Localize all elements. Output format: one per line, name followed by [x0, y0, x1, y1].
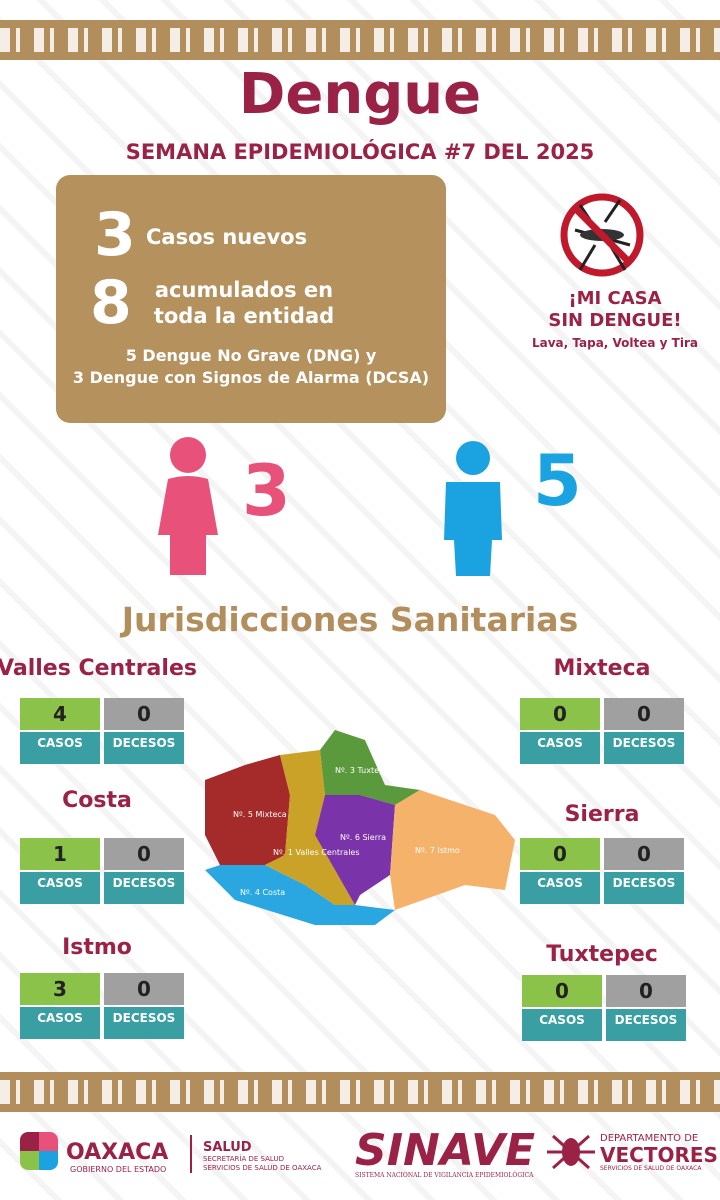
- jurisdiction-box: 3 0 CASOS DECESOS: [20, 973, 186, 1039]
- accumulated-label: acumulados en toda la entidad: [146, 277, 342, 329]
- footer-sinave-sub: SISTEMA NACIONAL DE VIGILANCIA EPIDEMIOL…: [355, 1172, 534, 1179]
- deaths-label: DECESOS: [604, 872, 684, 904]
- map-label: Nº. 3 Tuxtepec: [335, 766, 393, 775]
- divider: [190, 1135, 192, 1173]
- detail: 5 Dengue No Grave (DNG) y 3 Dengue con S…: [56, 345, 446, 389]
- cases-value: 4: [20, 698, 100, 730]
- footer-dept-sub: SERVICIOS DE SALUD DE OAXACA: [600, 1165, 702, 1172]
- detail-line: 5 Dengue No Grave (DNG) y: [125, 346, 377, 365]
- region-valles: [265, 750, 355, 905]
- cases-label: CASOS: [520, 872, 600, 904]
- deaths-value: 0: [604, 698, 684, 730]
- footer-salud-sub: SERVICIOS DE SALUD DE OAXACA: [203, 1164, 322, 1172]
- jurisdiction-box: 4 0 CASOS DECESOS: [20, 698, 186, 764]
- subtitle: SEMANA EPIDEMIOLÓGICA #7 DEL 2025: [125, 140, 595, 164]
- region-tuxtepec: [320, 730, 420, 805]
- deaths-label: DECESOS: [104, 872, 184, 904]
- new-cases: 3: [94, 200, 136, 270]
- deaths-value: 0: [104, 698, 184, 730]
- campaign-line: SIN DENGUE!: [548, 310, 682, 331]
- jurisdiction-name: Valles Centrales: [0, 656, 197, 681]
- deaths-value: 0: [604, 838, 684, 870]
- deaths-label: DECESOS: [606, 1009, 686, 1041]
- footer-dept-name: VECTORES: [600, 1143, 718, 1167]
- map-label: Nº. 4 Costa: [240, 888, 285, 897]
- deaths-value: 0: [104, 973, 184, 1005]
- bottom-band: [0, 1072, 720, 1112]
- deaths-value: 0: [606, 975, 686, 1007]
- woman-icon: [158, 437, 218, 575]
- region-mixteca: [205, 755, 290, 865]
- footer-salud: SALUD: [203, 1140, 252, 1155]
- map-label: Nº. 6 Sierra: [340, 833, 386, 842]
- new-cases-label: Casos nuevos: [146, 225, 308, 249]
- jurisdiction-box: 0 0 CASOS DECESOS: [520, 698, 686, 764]
- jurisdiction-box: 0 0 CASOS DECESOS: [522, 975, 688, 1041]
- women-count: 3: [242, 450, 291, 532]
- map-label: Nº. 5 Mixteca: [233, 810, 287, 819]
- jurisdiction-name: Sierra: [564, 802, 640, 827]
- vectores-logo: [547, 1134, 595, 1170]
- region-costa: [205, 865, 395, 925]
- cases-label: CASOS: [20, 1007, 100, 1039]
- footer-state: OAXACA: [66, 1140, 169, 1165]
- top-band: [0, 20, 720, 60]
- jurisdiction-box: 0 0 CASOS DECESOS: [520, 838, 686, 904]
- cases-value: 0: [520, 698, 600, 730]
- accumulated-line: toda la entidad: [153, 304, 335, 328]
- jurisdiction-name: Mixteca: [553, 656, 651, 681]
- footer-dept: DEPARTAMENTO DE: [600, 1133, 699, 1144]
- summary-box: 3 Casos nuevos 8 acumulados en toda la e…: [56, 175, 446, 423]
- cases-value: 3: [20, 973, 100, 1005]
- jurisdictions-title: Jurisdicciones Sanitarias: [121, 600, 579, 639]
- footer-salud-sub: SECRETARÍA DE SALUD: [203, 1155, 284, 1163]
- accumulated-line: acumulados en: [154, 278, 334, 302]
- campaign-slogan: Lava, Tapa, Voltea y Tira: [531, 336, 698, 350]
- cases-value: 0: [522, 975, 602, 1007]
- detail-line: 3 Dengue con Signos de Alarma (DCSA): [72, 368, 430, 387]
- man-icon: [444, 441, 502, 576]
- oaxaca-logo: [20, 1132, 58, 1170]
- jurisdiction-name: Costa: [62, 788, 132, 813]
- cases-label: CASOS: [520, 732, 600, 764]
- map-label: Nº. 7 Istmo: [415, 846, 460, 855]
- title: Dengue: [238, 62, 482, 127]
- jurisdiction-name: Istmo: [62, 935, 132, 960]
- region-sierra: [315, 795, 395, 905]
- cases-value: 0: [520, 838, 600, 870]
- cases-label: CASOS: [20, 872, 100, 904]
- cases-value: 1: [20, 838, 100, 870]
- mosquito-icon: [560, 193, 644, 277]
- jurisdiction-name: Tuxtepec: [546, 942, 658, 967]
- men-count: 5: [533, 440, 582, 522]
- deaths-label: DECESOS: [104, 732, 184, 764]
- jurisdiction-box: 1 0 CASOS DECESOS: [20, 838, 186, 904]
- cases-label: CASOS: [20, 732, 100, 764]
- map-label: Nº. 1 Valles Centrales: [273, 848, 360, 857]
- footer-state-sub: GOBIERNO DEL ESTADO: [70, 1165, 167, 1174]
- deaths-value: 0: [104, 838, 184, 870]
- accumulated: 8: [90, 268, 132, 338]
- campaign-line: ¡MI CASA: [568, 288, 662, 309]
- deaths-label: DECESOS: [604, 732, 684, 764]
- region-istmo: [390, 790, 515, 910]
- cases-label: CASOS: [522, 1009, 602, 1041]
- campaign: ¡MI CASA SIN DENGUE! Lava, Tapa, Voltea …: [530, 288, 700, 354]
- deaths-label: DECESOS: [104, 1007, 184, 1039]
- footer-sinave: SINAVE: [355, 1125, 536, 1176]
- map: Nº. 5 Mixteca Nº. 3 Tuxtepec Nº. 6 Sierr…: [205, 730, 515, 925]
